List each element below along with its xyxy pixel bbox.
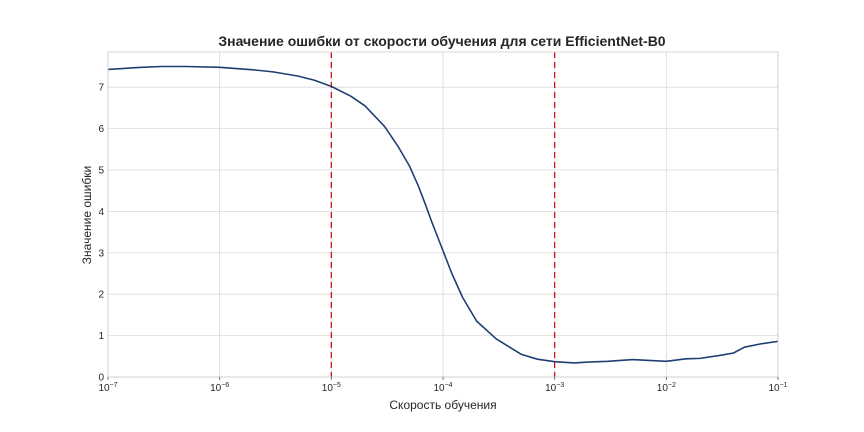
x-tick-exponent: −7 — [110, 382, 118, 389]
x-tick-exponent: −4 — [445, 382, 453, 389]
grid — [107, 52, 779, 378]
x-tick-label: 10−4 — [433, 382, 452, 394]
x-tick-label: 10−7 — [98, 382, 117, 394]
y-tick-label: 3 — [98, 248, 104, 259]
x-tick-base: 10 — [98, 383, 110, 394]
chart-title: Значение ошибки от скорости обучения для… — [218, 33, 665, 49]
y-tick-label: 1 — [98, 331, 104, 342]
y-axis-ticks: 0 1 2 3 4 5 6 7 — [98, 83, 104, 384]
y-tick-label: 6 — [98, 124, 104, 135]
x-tick-label: 10−1 — [768, 382, 787, 394]
y-tick-label: 5 — [98, 165, 104, 176]
x-tick-base: 10 — [768, 383, 780, 394]
x-tick-base: 10 — [657, 383, 669, 394]
reference-lines — [330, 52, 556, 377]
x-tick-exponent: −1 — [780, 382, 788, 389]
y-tick-label: 2 — [98, 290, 104, 301]
x-tick-label: 10−3 — [545, 382, 564, 394]
x-tick-exponent: −3 — [556, 382, 564, 389]
x-tick-base: 10 — [322, 383, 334, 394]
y-axis-label: Значение ошибки — [80, 166, 94, 264]
x-tick-label: 10−2 — [657, 382, 676, 394]
x-tick-base: 10 — [433, 383, 445, 394]
x-tick-label: 10−5 — [322, 382, 341, 394]
y-tick-label: 4 — [98, 207, 104, 218]
loss-curve — [107, 65, 779, 364]
x-tick-base: 10 — [210, 383, 222, 394]
y-tick-label: 7 — [98, 83, 104, 94]
x-tick-base: 10 — [545, 383, 557, 394]
x-axis-ticks: 10−7 10−6 10−5 10−4 10−3 10−2 10−1 — [98, 377, 788, 394]
x-axis-label: Скорость обучения — [389, 398, 496, 412]
y-tick-label: 0 — [98, 373, 104, 384]
x-tick-exponent: −6 — [221, 382, 229, 389]
x-tick-exponent: −2 — [668, 382, 676, 389]
series-layer — [107, 65, 779, 364]
x-tick-label: 10−6 — [210, 382, 229, 394]
x-tick-exponent: −5 — [333, 382, 341, 389]
